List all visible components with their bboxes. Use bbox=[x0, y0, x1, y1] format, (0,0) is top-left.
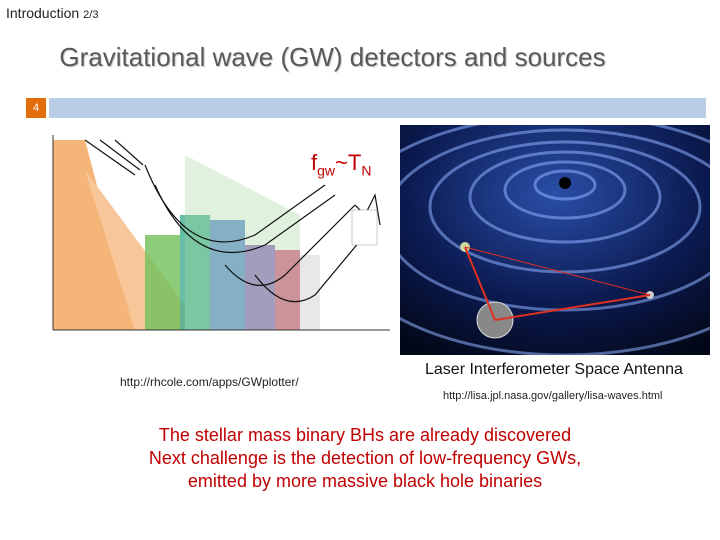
body-text: The stellar mass binary BHs are already … bbox=[0, 424, 720, 493]
lisa-image bbox=[400, 125, 710, 355]
left-source: http://rhcole.com/apps/GWplotter/ bbox=[120, 375, 299, 389]
body-line: The stellar mass binary BHs are already … bbox=[158, 425, 572, 445]
right-caption: Laser Interferometer Space Antenna bbox=[425, 361, 683, 378]
tilde-t: ~T bbox=[335, 150, 362, 175]
gw: gw bbox=[317, 162, 336, 179]
section: Introduction bbox=[6, 5, 80, 21]
body-line: Next challenge is the detection of low-f… bbox=[148, 448, 582, 468]
header: Introduction 2/3 bbox=[6, 5, 98, 21]
body-line: emitted by more massive black hole binar… bbox=[187, 471, 543, 491]
title-bar bbox=[49, 98, 706, 118]
n: N bbox=[361, 162, 372, 179]
page-number: 2/3 bbox=[83, 9, 99, 21]
slide-title: Gravitational wave (GW) detectors and so… bbox=[59, 42, 606, 72]
right-source: http://lisa.jpl.nasa.gov/gallery/lisa-wa… bbox=[443, 390, 663, 402]
slide-number: 4 bbox=[26, 98, 46, 118]
formula: fgw~TN bbox=[305, 148, 378, 181]
f: f bbox=[311, 150, 318, 175]
